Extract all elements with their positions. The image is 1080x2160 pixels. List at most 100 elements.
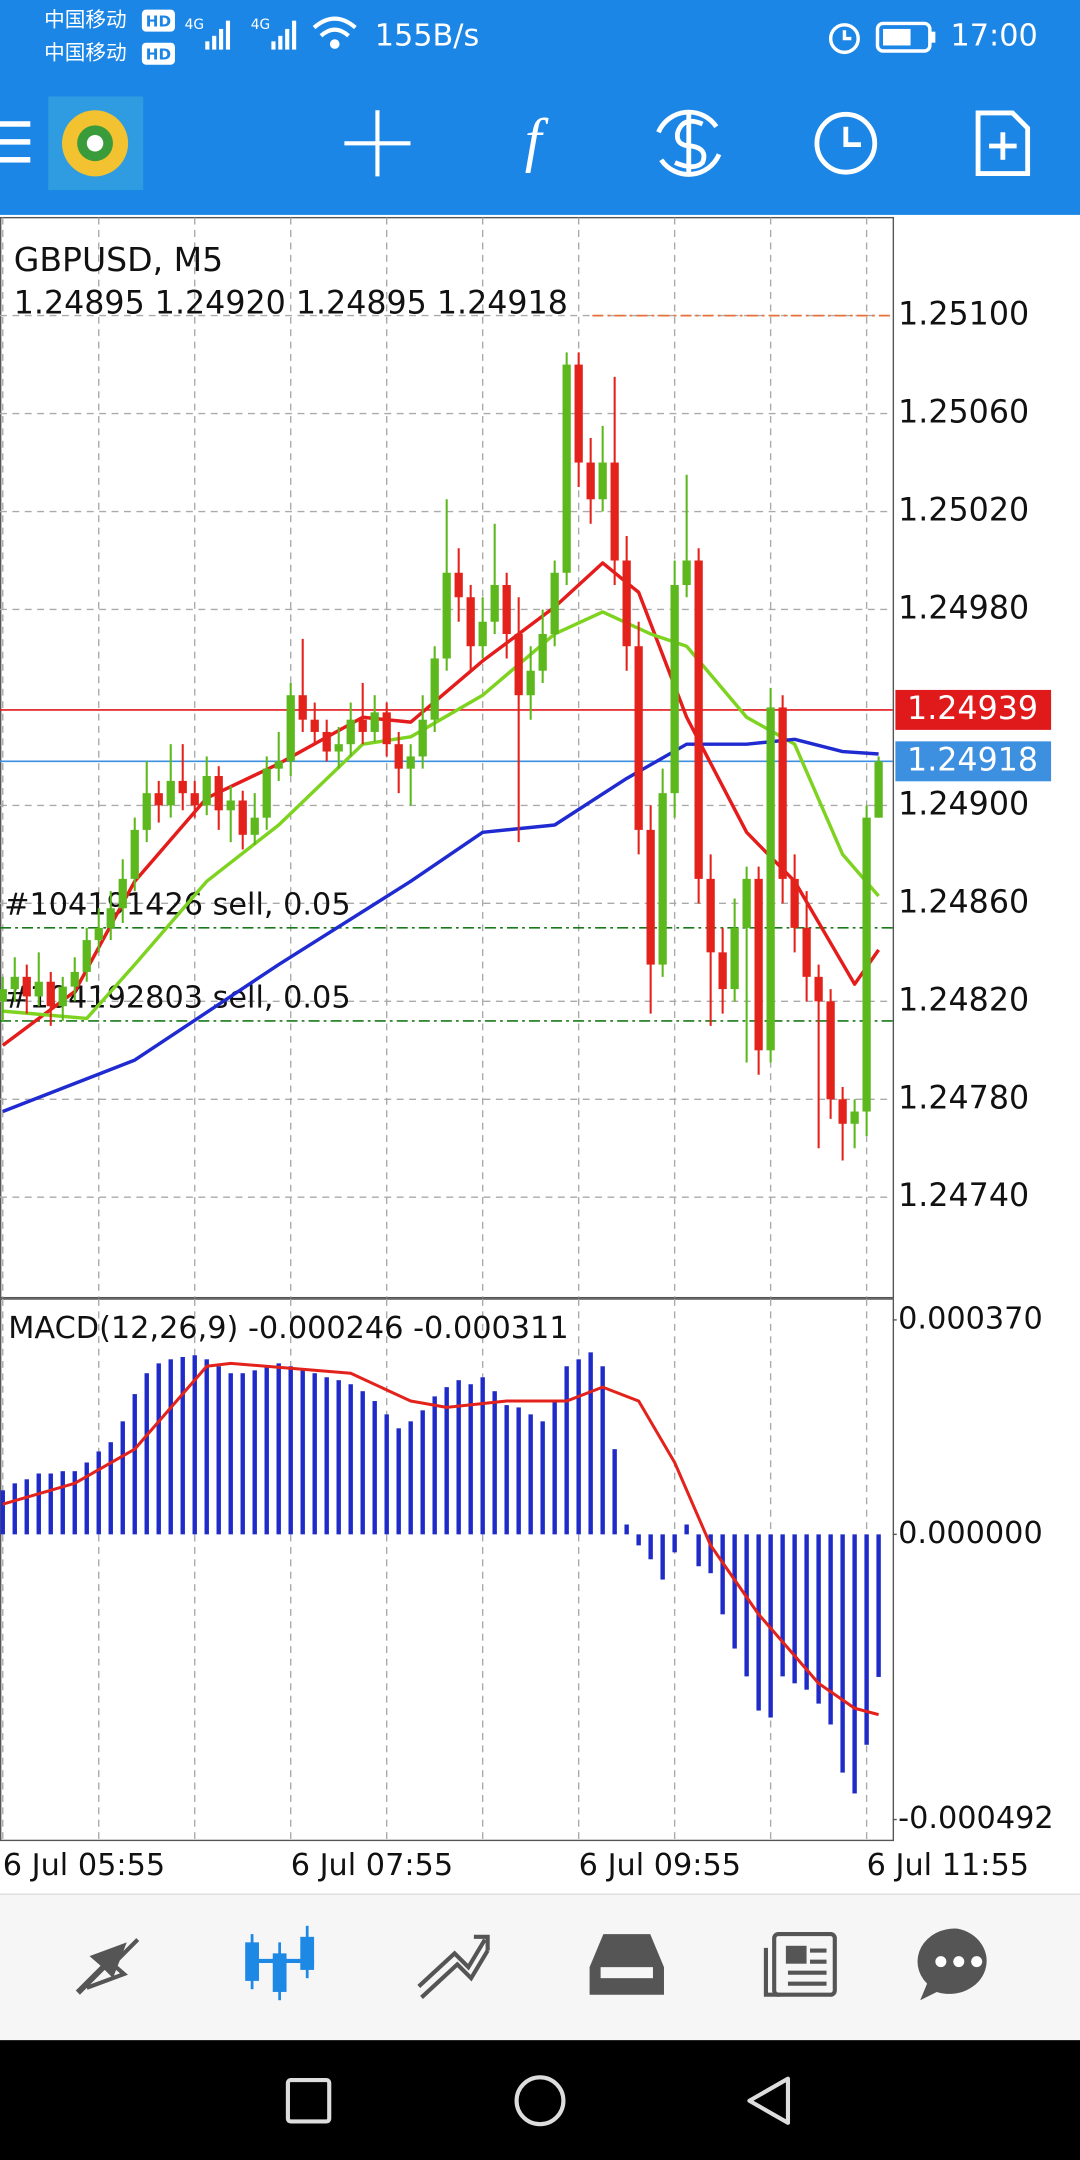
- alarm-icon: [828, 23, 860, 55]
- histogram-bar: [564, 1366, 569, 1535]
- candle-body: [94, 927, 103, 941]
- candle-body: [778, 707, 787, 879]
- histogram-bar: [120, 1421, 125, 1535]
- quotes-tab[interactable]: [75, 1938, 140, 1995]
- candle-body: [106, 908, 115, 928]
- carrier: 中国移动: [44, 8, 127, 32]
- histogram-bar: [444, 1387, 449, 1535]
- candle-body: [190, 793, 199, 806]
- histogram-bar: [504, 1405, 509, 1535]
- trade-button[interactable]: [656, 109, 722, 177]
- y-tick-label: 1.24820: [898, 982, 1029, 1018]
- candle-body: [10, 976, 19, 990]
- candle-body: [658, 793, 667, 965]
- candle-body: [646, 829, 655, 965]
- histogram-bar: [516, 1407, 521, 1535]
- x-tick-label: 6 Jul 07:55: [291, 1848, 453, 1883]
- histogram-bar: [468, 1384, 473, 1535]
- histogram-bar: [588, 1352, 593, 1535]
- candle-body: [406, 756, 415, 769]
- histogram-bar: [384, 1414, 389, 1535]
- history-tab[interactable]: [589, 1934, 664, 1995]
- histogram-bar: [876, 1534, 881, 1677]
- candle-body: [754, 878, 763, 1051]
- histogram-bar: [204, 1359, 209, 1535]
- candle-body: [346, 719, 355, 745]
- y-tick-label: 1.24900: [898, 786, 1029, 822]
- signal-icon: [205, 20, 231, 50]
- candle-body: [790, 878, 799, 928]
- histogram-bar: [300, 1370, 305, 1535]
- histogram-bar: [84, 1462, 89, 1535]
- recents-button[interactable]: [285, 2078, 332, 2124]
- histogram-bar: [60, 1471, 65, 1535]
- candle-body: [370, 712, 379, 732]
- x-tick-label: 6 Jul 11:55: [867, 1848, 1029, 1883]
- histogram-bar: [684, 1524, 689, 1535]
- candle-body: [586, 462, 595, 500]
- candle-body: [358, 719, 367, 732]
- hd-badge: [141, 9, 175, 32]
- histogram-bar: [96, 1451, 101, 1535]
- signal-line: [2, 1361, 880, 1717]
- ohlc-text: 1.24895 1.24920 1.24895 1.24918: [14, 285, 568, 321]
- menu-button[interactable]: [0, 121, 31, 163]
- histogram-bar: [576, 1359, 581, 1535]
- carrier: 中国移动: [44, 41, 127, 65]
- candle-body: [238, 800, 247, 835]
- trade-tab[interactable]: [417, 1934, 490, 1999]
- network: 4G: [251, 17, 270, 33]
- candle-body: [610, 462, 619, 561]
- candle-body: [262, 768, 271, 818]
- histogram-bar: [636, 1534, 641, 1546]
- histogram-bar: [804, 1534, 809, 1690]
- candle-body: [154, 793, 163, 806]
- histogram-bar: [36, 1473, 41, 1535]
- hd-badge: [141, 42, 175, 65]
- histogram-bar: [660, 1534, 665, 1580]
- app-icon[interactable]: [48, 96, 144, 191]
- candle-body: [718, 952, 727, 990]
- histogram-bar: [252, 1370, 257, 1535]
- candle-body: [442, 572, 451, 659]
- histogram-bar: [600, 1366, 605, 1535]
- price-box: [895, 741, 1052, 782]
- histogram-bar: [180, 1356, 185, 1535]
- candle-body: [514, 633, 523, 696]
- y-tick-label: 1.24780: [898, 1080, 1029, 1116]
- y-tick-label: 1.24980: [898, 590, 1029, 626]
- back-button[interactable]: [747, 2076, 791, 2125]
- history-button[interactable]: [814, 111, 878, 175]
- histogram-bar: [696, 1534, 701, 1567]
- crosshair-button[interactable]: [344, 110, 411, 177]
- histogram-bar: [48, 1473, 53, 1535]
- candle-body: [82, 940, 91, 972]
- new-order-button[interactable]: [975, 110, 1031, 176]
- histogram-bar: [372, 1401, 377, 1535]
- indicator-title: MACD(12,26,9) -0.000246 -0.000311: [8, 1311, 568, 1346]
- price-box: [895, 689, 1052, 730]
- chat-tab[interactable]: [917, 1928, 987, 2001]
- candle-body: [622, 560, 631, 647]
- candle-body: [382, 712, 391, 745]
- candle-body: [526, 670, 535, 696]
- candle-body: [838, 1099, 847, 1124]
- candle-body: [742, 878, 751, 928]
- home-button[interactable]: [514, 2075, 566, 2127]
- network: 4G: [185, 17, 204, 33]
- histogram-bar: [540, 1421, 545, 1535]
- candle-body: [46, 981, 55, 1007]
- candle-body: [478, 621, 487, 647]
- histogram-bar: [192, 1355, 197, 1535]
- candle-body: [466, 597, 475, 647]
- candle-body: [490, 585, 499, 622]
- chart-tab[interactable]: [245, 1925, 315, 2001]
- y-tick-label: 1.24860: [898, 884, 1029, 920]
- news-tab[interactable]: [763, 1932, 837, 1997]
- histogram-bar: [0, 1490, 5, 1535]
- histogram-bar: [456, 1380, 461, 1535]
- y-tick-label: 0.000370: [898, 1301, 1043, 1336]
- net-speed: 155B/s: [375, 19, 480, 54]
